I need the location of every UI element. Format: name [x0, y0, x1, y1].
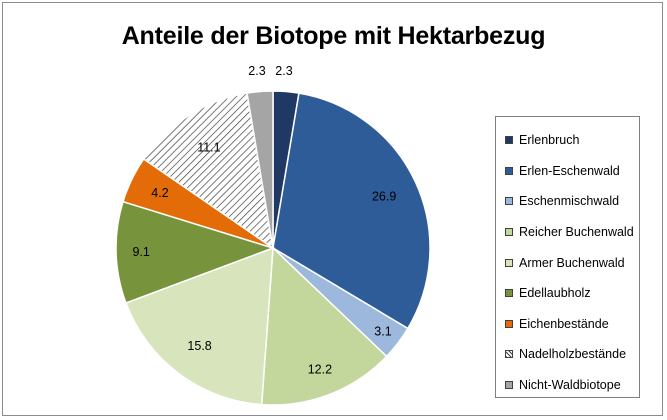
legend-item-nadelholzbestande: Nadelholzbestände — [496, 339, 639, 370]
pie-slice-nadelholzbestande — [142, 92, 275, 250]
pie-slice-edellaubholz — [115, 200, 276, 304]
legend-swatch — [505, 258, 513, 267]
pie-slice-armer-buchenwald — [124, 246, 274, 406]
legend-item-edellaubholz: Edellaubholz — [496, 278, 639, 309]
legend-label: Armer Buchenwald — [519, 255, 625, 270]
legend-label: Nicht-Waldbiotope — [519, 378, 621, 393]
legend-item-reicher-buchenwald: Reicher Buchenwald — [496, 217, 639, 248]
data-label-armer-buchenwald: 15.8 — [187, 339, 211, 353]
chart-title: Anteile der Biotope mit Hektarbezug — [121, 22, 546, 50]
legend-item-nicht-waldbiotope: Nicht-Waldbiotope — [496, 370, 639, 401]
legend-label: Edellaubholz — [519, 286, 591, 301]
legend-swatch — [505, 350, 513, 359]
legend-swatch — [505, 228, 513, 237]
pie-slice-nicht-waldbiotope — [246, 90, 274, 249]
data-label-eichenbestande: 4.2 — [151, 186, 168, 200]
data-label-nadelholzbestande: 11.1 — [197, 140, 220, 154]
legend-swatch — [505, 289, 513, 298]
legend-label: Eschenmischwald — [519, 194, 620, 209]
legend-item-erlenbruch: Erlenbruch — [496, 125, 639, 156]
data-label-edellaubholz: 9.1 — [132, 245, 149, 259]
legend-label: Erlenbruch — [519, 133, 580, 148]
legend-swatch — [505, 381, 513, 390]
legend-swatch — [505, 197, 513, 206]
legend-swatch — [505, 166, 513, 175]
data-label-eschenmischwald: 3.1 — [374, 325, 391, 339]
legend-item-erlen-eschenwald: Erlen-Eschenwald — [496, 156, 639, 187]
legend-swatch — [505, 319, 513, 328]
legend: Erlenbruch Erlen-Eschenwald Eschenmischwal… — [495, 116, 640, 398]
legend-label: Nadelholzbestände — [519, 347, 627, 362]
legend-label: Erlen-Eschenwald — [519, 163, 620, 178]
data-label-erlen-eschenwald: 26.9 — [372, 190, 396, 204]
data-label-nicht-waldbiotope: 2.3 — [248, 64, 265, 78]
legend-label: Reicher Buchenwald — [519, 225, 634, 240]
pie-slice-erlen-eschenwald — [272, 92, 431, 330]
legend-swatch — [505, 136, 513, 145]
pie-slice-reicher-buchenwald — [260, 246, 388, 406]
legend-item-eschenmischwald: Eschenmischwald — [496, 186, 639, 217]
data-label-erlenbruch: 2.3 — [275, 64, 292, 78]
legend-label: Eichenbestände — [519, 316, 609, 331]
legend-item-eichenbestande: Eichenbestände — [496, 309, 639, 340]
data-label-reicher-buchenwald: 12.2 — [308, 363, 332, 377]
legend-item-armer-buchenwald: Armer Buchenwald — [496, 247, 639, 278]
